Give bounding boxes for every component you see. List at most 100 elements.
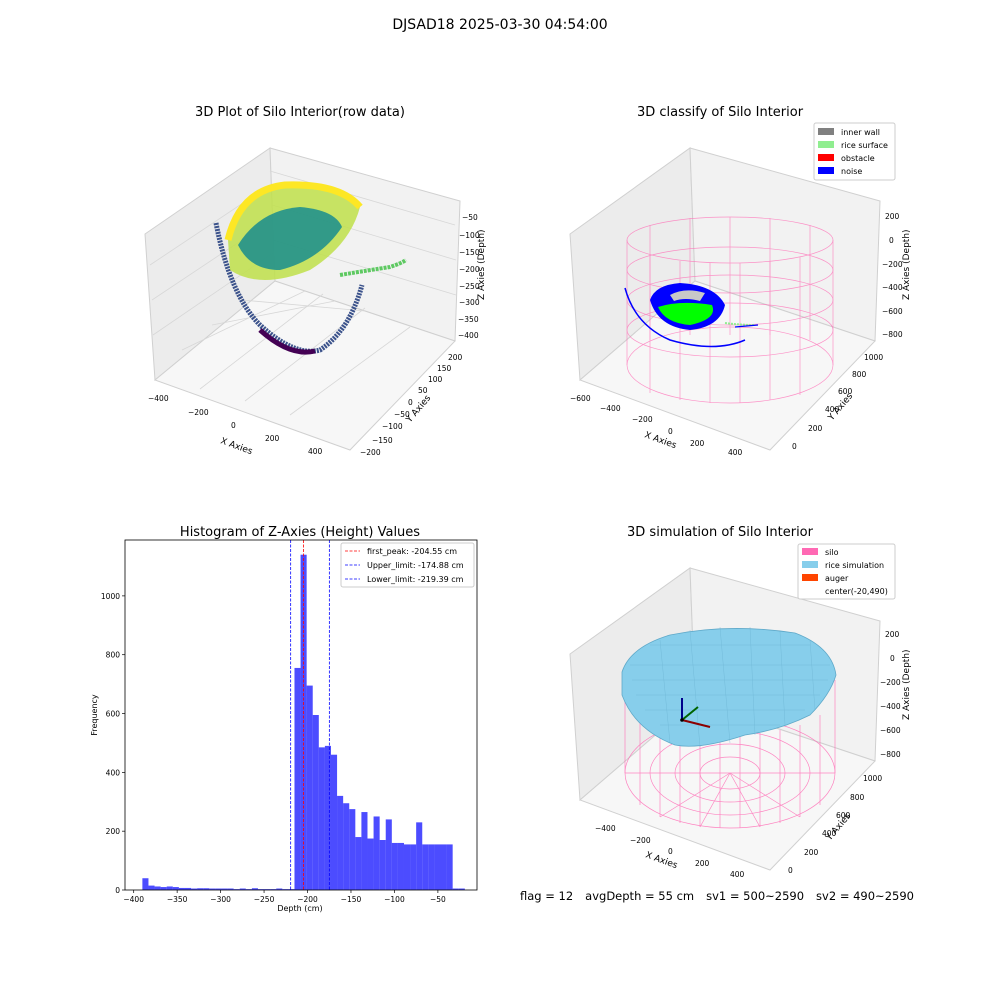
histogram-bar [373,816,380,890]
raw-ytick: 0 [408,398,413,407]
histogram-xlabel: Depth (cm) [277,904,322,913]
raw-xtick: −200 [188,408,209,417]
legend-label: center(-20,490) [825,587,888,596]
histogram-bar [209,888,216,890]
legend-swatch-inner-wall [818,128,834,135]
raw-ztick: −200 [459,265,480,274]
histogram-bar [355,837,362,890]
silo-cylinder [624,680,836,829]
pane-floor [154,280,456,451]
raw-ytick: −150 [372,436,393,445]
classify-ytick: 200 [808,424,823,433]
sim-ztick: 0 [890,654,895,663]
raw-xtick: 200 [265,434,280,443]
legend-swatch-silo [802,548,818,555]
classify-xtick: 400 [728,448,743,457]
silo-wireframe [626,216,834,404]
legend-label: rice surface [841,141,888,150]
histogram-bar [257,889,265,890]
histogram-bar [264,889,271,890]
raw-ztick: −100 [459,231,480,240]
histogram-bar [458,888,465,890]
sim-zlabel: Z Axies (Depth) [902,649,912,720]
classified-points [624,283,759,348]
histogram-bar [349,809,356,890]
flag-text: flag = 12 [520,889,574,903]
classify-xtick: −200 [632,415,653,424]
histogram-bar [416,822,423,890]
x-tick-label: −200 [297,895,318,904]
histogram-bar [166,886,173,890]
legend-label-lower-limit: Lower_limit: -219.39 cm [367,575,464,584]
histogram-bar [397,842,404,890]
sim-ztick: −600 [880,726,901,735]
y-tick-label: 1000 [101,592,120,601]
status-footer: flag = 12 avgDepth = 55 cm sv1 = 500~2590 s… [520,889,926,903]
sim-ztick: −200 [880,678,901,687]
raw-ticks: −400 −200 0 200 400 −200 −150 −100 −50 0… [148,213,480,457]
sim-ytick: 0 [788,866,793,875]
raw-ztick: −300 [459,298,480,307]
raw-point-cloud [213,181,408,355]
sim-ztick: 200 [885,630,900,639]
histogram-bar [160,887,167,890]
x-tick-label: −300 [210,895,231,904]
figure-title: DJSAD18 2025-03-30 04:54:00 [392,17,608,33]
sim-xlabel: X Axies [644,850,679,871]
x-tick-label: −150 [341,895,362,904]
histogram-bar [367,838,374,890]
panel-sim-title: 3D simulation of Silo Interior [627,525,814,540]
x-tick-label: −100 [384,895,405,904]
sim-legend: silo rice simulation auger center(-20,49… [797,543,896,600]
histogram-ylabel: Frequency [90,694,99,736]
sim-ytick: 600 [836,811,851,820]
histogram-bar [306,685,313,890]
raw-ytick: −50 [394,410,410,419]
sim-ztick: −800 [880,750,901,759]
histogram-bar [227,888,234,890]
x-tick-label: −50 [430,895,446,904]
classify-xtick: −600 [570,394,591,403]
sim-ytick: 200 [804,848,819,857]
sim-xtick: 400 [730,870,745,879]
histogram-bar [330,754,338,890]
histogram-bar [245,889,252,890]
histogram-bar [191,888,198,890]
histogram-bar [282,889,289,890]
classify-ztick: −800 [882,330,903,339]
legend-label: auger [825,574,849,583]
histogram-chart: Histogram of Z-Axies (Height) Values −40… [90,525,478,913]
histogram-bar [178,887,185,890]
raw-xlabel: X Axies [219,436,254,457]
classify-ytick: 800 [852,370,867,379]
sv1-text: sv1 = 500~2590 [706,889,805,903]
sim-xtick: 0 [668,847,673,856]
sim-ytick: 400 [822,829,837,838]
histogram-bar [148,885,155,890]
histogram-bar [233,889,240,890]
sim-ytick: 800 [850,793,865,802]
sv2-text: sv2 = 490~2590 [816,889,914,903]
sim-ytick: 1000 [863,774,882,783]
histogram-title: Histogram of Z-Axies (Height) Values [180,525,420,540]
classify-ztick: 200 [885,212,900,221]
classify-ztick: −200 [882,260,903,269]
histogram-legend: first_peak: -204.55 cm Upper_limit: -174… [340,542,475,588]
x-tick-label: −250 [254,895,275,904]
y-tick-label: 800 [106,651,121,660]
histogram-bar [184,887,192,890]
histogram-bar [270,889,277,890]
grid-lines [149,170,457,416]
classify-ytick: 0 [792,442,797,451]
classify-ytick: 400 [825,405,840,414]
histogram-bar [142,878,149,890]
classify-zlabel: Z Axies (Depth) [902,229,912,300]
y-tick-label: 200 [106,827,121,836]
histogram-bar [403,844,411,890]
rice-simulation-surface [621,626,837,748]
raw-xtick: −400 [148,394,169,403]
histogram-bar [434,844,441,890]
classify-ticks: −600 −400 −200 0 200 400 0 200 400 600 8… [570,212,903,457]
pane-floor [579,280,876,451]
histogram-plot-area: −400 −350 −300 −250 −200 −150 −100 −50 0 200 400 60… [101,539,478,904]
